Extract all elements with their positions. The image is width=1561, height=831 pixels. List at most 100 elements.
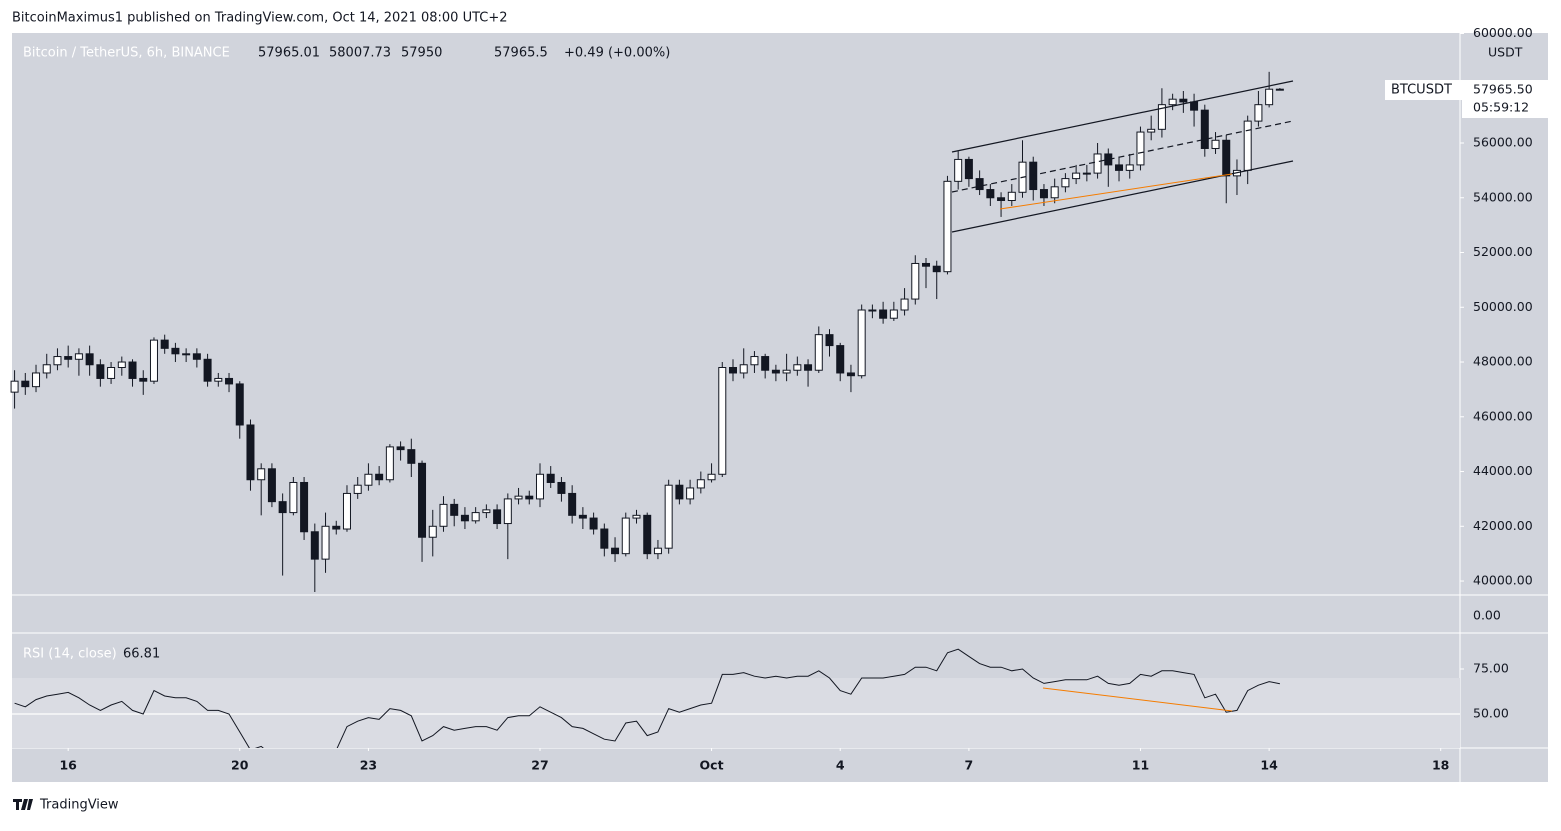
ohlc-close: 57965.5 <box>494 46 548 61</box>
ohlc-high: 58007.73 <box>329 46 391 61</box>
y-tick-label: 52000.00 <box>1473 244 1533 259</box>
symbol-tag-text: BTCUSDT <box>1391 83 1452 98</box>
ohlc-low: 57950 <box>401 46 442 61</box>
candle-body <box>900 298 909 311</box>
candle-body <box>675 484 684 500</box>
rsi-title: RSI (14, close) <box>23 647 117 662</box>
symbol-title: Bitcoin / TetherUS, 6h, BINANCE <box>23 46 230 61</box>
channel-bottom <box>951 160 1294 233</box>
rsi-value: 66.81 <box>123 647 160 662</box>
candle-body <box>986 189 995 199</box>
candle-body <box>975 178 984 191</box>
candle-body <box>943 180 952 273</box>
candle-body <box>546 473 555 483</box>
candle-body <box>1254 104 1263 122</box>
x-tick-label: 4 <box>836 758 845 773</box>
candle-body <box>139 377 148 382</box>
candle-body <box>557 481 566 494</box>
candle-body <box>385 446 394 481</box>
candle-body <box>267 468 276 503</box>
candle-body <box>32 372 41 388</box>
price-tag-countdown: 05:59:12 <box>1473 100 1529 115</box>
y-tick-label: 50000.00 <box>1473 299 1533 314</box>
candle-body <box>364 473 373 486</box>
candle-body <box>1104 153 1113 166</box>
ohlc-open: 57965.01 <box>258 46 320 61</box>
x-tick-label: 16 <box>59 758 77 773</box>
candle-body <box>107 366 116 379</box>
logo <box>13 799 33 810</box>
candle-body <box>21 380 30 388</box>
candle-body <box>761 356 770 371</box>
candle-body <box>535 473 544 500</box>
candle-body <box>160 339 169 349</box>
candle-body <box>771 369 780 374</box>
candle-body <box>643 514 652 555</box>
candle-body <box>482 509 491 514</box>
y-tick-label: 54000.00 <box>1473 189 1533 204</box>
y-tick-label: 48000.00 <box>1473 354 1533 369</box>
candle-body <box>1093 153 1102 174</box>
candle-body <box>310 531 319 560</box>
candle-body <box>889 309 898 319</box>
candle-body <box>825 334 834 347</box>
candle-body <box>1243 120 1252 171</box>
candle-body <box>96 364 105 379</box>
candle-body <box>782 369 791 374</box>
candle-body <box>1157 104 1166 130</box>
candle-body <box>525 495 534 500</box>
candle-body <box>879 309 888 319</box>
candle-body <box>664 484 673 549</box>
candle-body <box>1265 88 1274 106</box>
candle-body <box>728 366 737 374</box>
channel-mid <box>951 120 1294 193</box>
candle-body <box>289 481 298 514</box>
y-tick-label: 44000.00 <box>1473 463 1533 478</box>
x-tick-label: 23 <box>360 758 377 773</box>
candle-body <box>396 446 405 451</box>
candle-body <box>1136 131 1145 166</box>
candle-body <box>353 484 362 494</box>
candle-body <box>997 197 1006 201</box>
candle-body <box>653 547 662 555</box>
candle-body <box>74 353 83 360</box>
x-tick-label: 14 <box>1260 758 1278 773</box>
chart-area <box>12 33 1548 782</box>
candle-body <box>428 525 437 538</box>
candle-body <box>932 265 941 273</box>
candle-body <box>1125 164 1134 171</box>
candle-body <box>632 514 641 519</box>
candle-body <box>578 514 587 519</box>
x-tick-label: 18 <box>1432 758 1449 773</box>
rsi-divergence-line <box>1042 687 1233 712</box>
candle-body <box>375 473 384 481</box>
candle-body <box>611 547 620 555</box>
footer: TradingView <box>39 798 119 813</box>
candle-body <box>450 503 459 516</box>
candle-body <box>857 309 866 377</box>
candle-body <box>1222 139 1231 177</box>
candle-body <box>514 495 523 500</box>
candle-body <box>718 366 727 475</box>
drawings <box>951 80 1294 712</box>
candle-body <box>964 158 973 180</box>
candle-body <box>750 356 759 366</box>
candle-body <box>332 525 341 530</box>
candle-body <box>1050 186 1059 199</box>
candle-body <box>192 353 201 360</box>
price-tag-value: 57965.50 <box>1473 82 1533 97</box>
candle-body <box>568 492 577 516</box>
candle-body <box>804 364 813 371</box>
candle-body <box>1179 98 1188 103</box>
channel-top <box>951 80 1294 153</box>
candle-body <box>911 262 920 300</box>
y-tick-label: 56000.00 <box>1473 135 1533 150</box>
candle-body <box>707 473 716 481</box>
candle-body <box>493 509 502 525</box>
candle-body <box>621 517 630 555</box>
candle-body <box>1147 128 1156 133</box>
candle-body <box>1029 161 1038 191</box>
candle-body <box>793 364 802 371</box>
candle-body <box>225 377 234 385</box>
